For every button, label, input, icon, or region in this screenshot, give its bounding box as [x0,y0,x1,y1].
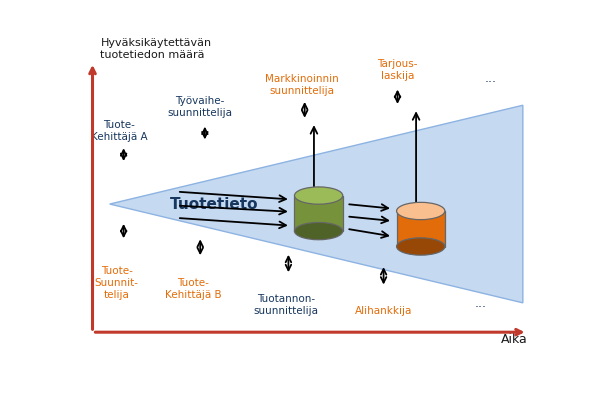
Ellipse shape [295,187,343,204]
Text: Työvaihe-
suunnittelija: Työvaihe- suunnittelija [168,95,233,117]
Ellipse shape [397,203,445,220]
Text: Tuotetieto: Tuotetieto [170,196,258,212]
Polygon shape [397,211,445,247]
Text: Aika: Aika [501,333,528,346]
Polygon shape [295,196,343,231]
Text: Tarjous-
laskija: Tarjous- laskija [377,59,418,81]
Ellipse shape [295,223,343,240]
Text: Alihankkija: Alihankkija [355,306,412,316]
Text: ...: ... [485,72,497,85]
Text: Markkinoinnin
suunnittelija: Markkinoinnin suunnittelija [265,74,339,96]
Text: Tuote-
Kehittäjä B: Tuote- Kehittäjä B [165,278,222,300]
Ellipse shape [397,238,445,255]
Text: Tuote-
Kehittäjä A: Tuote- Kehittäjä A [90,120,147,142]
Text: Tuote-
Suunnit-
telija: Tuote- Suunnit- telija [95,266,138,300]
Text: ...: ... [475,297,487,310]
Text: Hyväksikäytettävän
tuotetiedon määrä: Hyväksikäytettävän tuotetiedon määrä [101,38,211,61]
Polygon shape [110,105,523,303]
Text: Tuotannon-
suunnittelija: Tuotannon- suunnittelija [253,294,319,316]
